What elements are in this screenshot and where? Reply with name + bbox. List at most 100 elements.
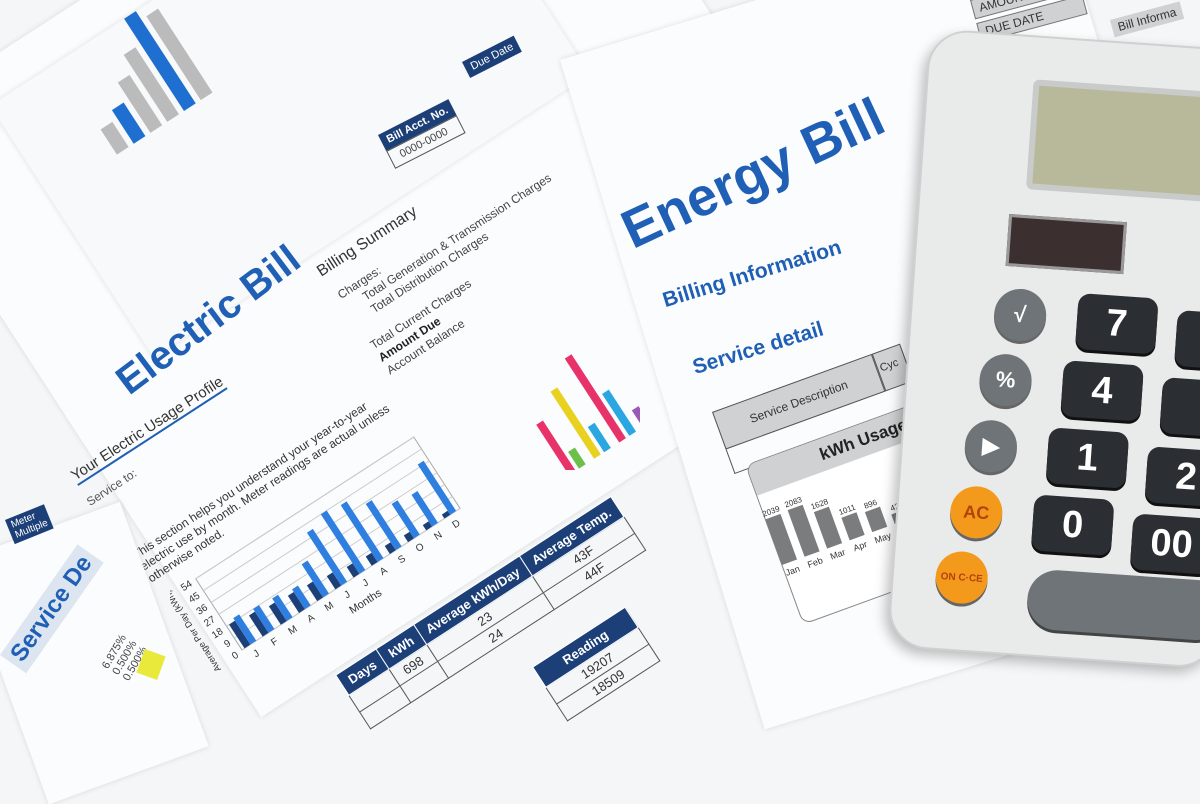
x-tick-label: M [323,600,336,614]
month-label: Jan [784,564,801,578]
bar-series-a [301,560,329,598]
bar-series-a [292,585,311,610]
play-key[interactable]: ▶ [963,418,1019,475]
usage-bar [765,513,798,565]
key-label: AC [962,501,991,523]
bar [124,11,196,112]
bar-series-b [287,591,305,613]
key-label: 4 [1090,368,1115,413]
bar [536,420,576,470]
usage-bar [841,512,865,541]
key-7[interactable]: 7 [1074,293,1159,355]
gridline [195,436,415,580]
bar-series-b [306,581,324,602]
on-ce-key[interactable]: ON C·CE [933,549,990,606]
bar-series-a [417,460,457,515]
key-label: 7 [1104,301,1129,345]
gridline [226,484,445,627]
x-tick-label: D [451,518,463,531]
y-tick-label: 36 [195,602,211,618]
usage-value-label: 896 [863,498,879,511]
key-5-partial[interactable] [1159,377,1200,439]
bar [587,422,611,453]
bar-series-b [422,521,433,531]
y-tick-label: 27 [202,614,218,630]
x-tick-label: F [269,636,280,649]
key-label: ▶ [981,432,1001,459]
y-tick-label: 18 [210,626,226,642]
key-label: 1 [1075,435,1100,480]
bar-series-b [346,563,360,578]
y-tick-label: 9 [222,638,233,650]
key-label: 0 [1060,502,1085,547]
gridline [241,507,461,651]
gridline [210,460,430,603]
x-tick-label: O [414,541,427,555]
y-tick-label: 0 [230,650,241,662]
gridline [234,496,453,639]
gridline [218,472,438,615]
plus-key[interactable] [1025,568,1200,643]
key-label: √ [1013,301,1028,328]
bar-series-b [248,611,269,637]
bar [100,121,129,155]
month-label: Apr [852,539,869,553]
bar-series-b [365,552,378,566]
bar [550,387,601,459]
bar [146,8,213,101]
gridline [203,448,422,592]
colorful-bar-chart [536,354,640,470]
usage-bar [813,506,843,549]
bar-series-a [365,500,402,551]
usage-bar [864,506,888,533]
month-label: Feb [806,555,824,570]
bar-series-b [384,542,396,554]
bar-series-b [326,572,342,590]
y-tick-label: 54 [179,578,195,594]
bar [564,354,626,443]
key-0[interactable]: 0 [1030,494,1115,556]
bar-series-a [253,605,275,633]
reading-table: Reading 19207 18509 [532,607,660,722]
bar-series-a [340,501,384,562]
key-label: 2 [1174,454,1199,499]
x-tick-label: J [342,589,352,601]
x-tick-label: A [305,612,317,625]
x-tick-label: J [361,577,371,589]
x-axis-label: Months [347,587,384,617]
calculator-display [1025,79,1200,204]
bar-series-b [229,620,251,649]
top-left-bar-chart [100,8,213,155]
bar-series-a [306,528,348,586]
key-label: ON C·CE [940,570,984,585]
key-label: 00 [1149,521,1195,567]
x-tick-label: A [378,565,390,578]
x-tick-label: S [396,553,408,566]
month-label: May [873,530,893,545]
month-label: Mar [829,547,847,562]
x-tick-label: M [286,624,299,638]
key-00[interactable]: 00 [1129,513,1200,575]
sqrt-key[interactable]: √ [992,287,1048,343]
key-4[interactable]: 4 [1060,360,1144,422]
bar-series-a [391,500,420,539]
key-8-partial[interactable] [1174,309,1200,372]
bar [602,389,637,436]
bar [111,102,146,144]
y-tick-label: 45 [187,590,203,606]
key-1[interactable]: 1 [1045,427,1130,489]
calculator[interactable]: √ % ▶ AC ON C·CE 7 4 1 0 00 2 [886,28,1200,670]
bar-series-a [320,510,366,574]
solar-panel [1005,213,1127,275]
bar-series-a [411,491,438,527]
bar [117,74,163,133]
key-2[interactable]: 2 [1144,446,1200,508]
bar [568,447,586,469]
percent-key[interactable]: % [977,352,1034,408]
x-tick-label: N [432,530,444,543]
bar [123,47,179,122]
ac-key[interactable]: AC [948,484,1005,541]
key-label: % [995,366,1017,393]
bar-series-b [403,531,414,543]
